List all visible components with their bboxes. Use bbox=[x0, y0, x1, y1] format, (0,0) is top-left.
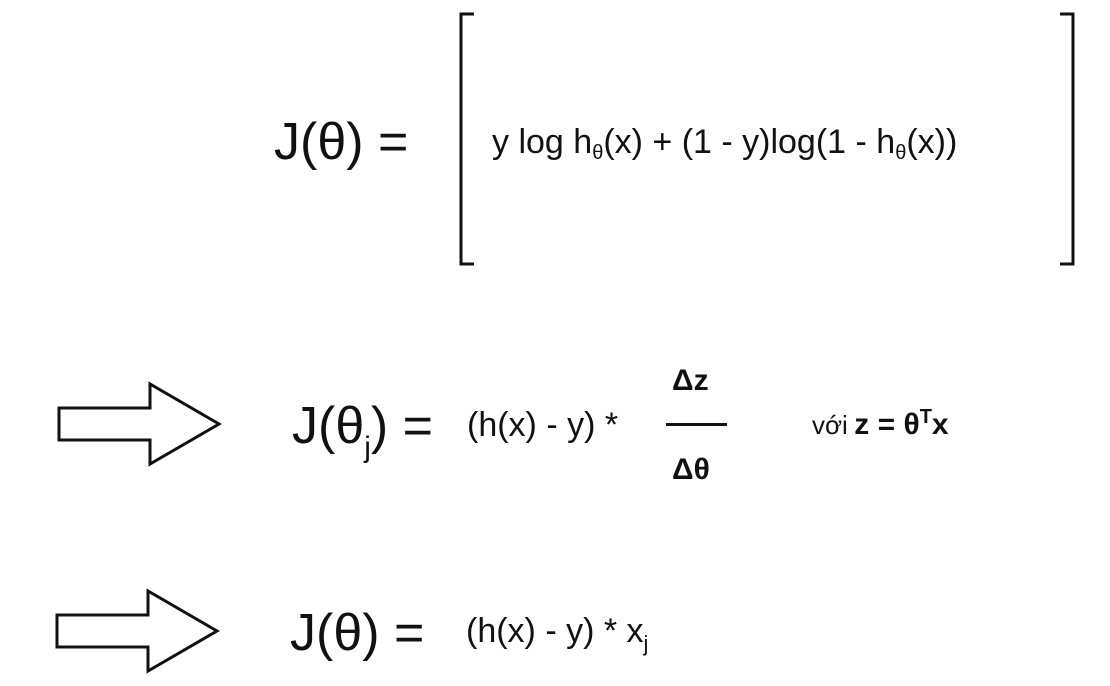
left-bracket bbox=[459, 12, 474, 266]
eq3-rhs: (h(x) - y) * xj bbox=[466, 612, 649, 656]
fraction-numerator: Δz bbox=[672, 364, 709, 397]
eq2-lhs: J(θj) = bbox=[292, 397, 434, 464]
with-word: với bbox=[812, 410, 848, 440]
with-clause: với z = θTx bbox=[812, 406, 949, 441]
with-expression: z = θTx bbox=[854, 406, 949, 441]
eq1-lhs: J(θ) = bbox=[274, 113, 409, 171]
right-bracket bbox=[1060, 12, 1075, 266]
eq1-rhs: y log hθ(x) + (1 - y)log(1 - hθ(x)) bbox=[492, 123, 958, 164]
eq2-rhs: (h(x) - y) * bbox=[467, 406, 619, 444]
fraction-denominator: Δθ bbox=[672, 453, 710, 486]
fraction-bar bbox=[666, 423, 727, 426]
eq3-lhs: J(θ) = bbox=[290, 604, 425, 662]
arrow-icon-2 bbox=[55, 588, 220, 674]
arrow-icon bbox=[57, 381, 222, 467]
